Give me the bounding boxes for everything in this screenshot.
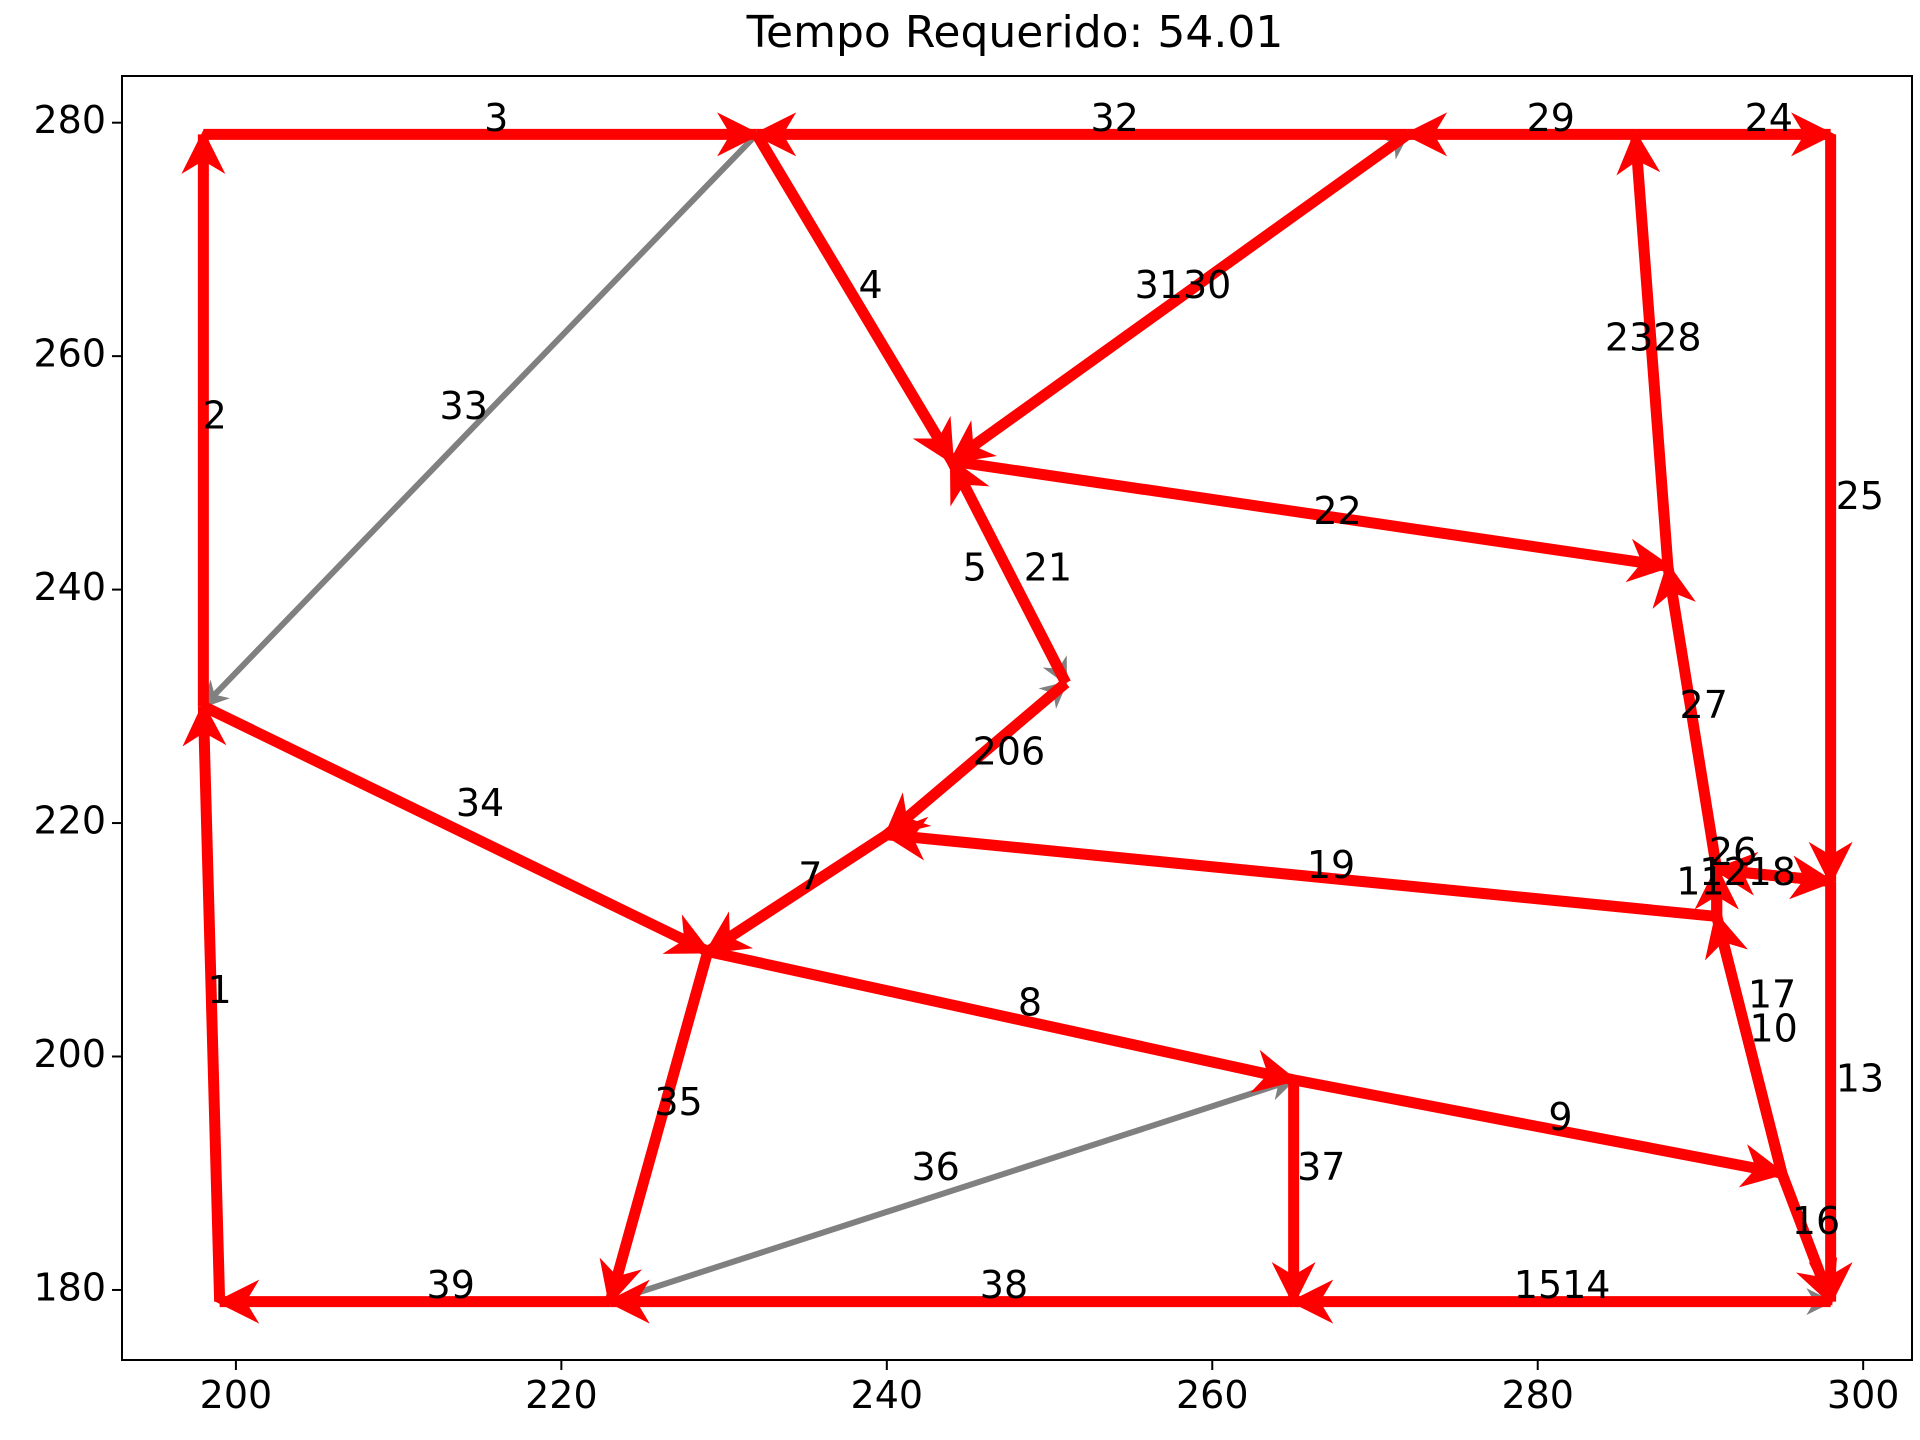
x-tick-label-280: 280 [1501, 1373, 1574, 1417]
y-axis: 180 200 220 240 260 280 [33, 98, 122, 1309]
edge-label-17: 17 [1748, 972, 1796, 1016]
edge-label-2: 2 [203, 394, 227, 438]
plot-frame [121, 75, 1913, 1361]
edge-4 [751, 131, 957, 465]
y-tick-label-220: 220 [33, 799, 106, 843]
edge-label-8: 8 [1018, 981, 1042, 1025]
edge-8 [706, 946, 1298, 1093]
edge-label-22: 22 [1313, 489, 1361, 533]
edge-28 [1616, 129, 1674, 567]
edge-36 [609, 1074, 1297, 1305]
edge-34 [200, 701, 712, 957]
edge-22 [951, 455, 1673, 583]
edge-27 [1652, 561, 1723, 871]
x-tick-label-200: 200 [200, 1373, 273, 1417]
edge-label-27: 27 [1680, 683, 1728, 727]
edge-9 [1292, 1074, 1787, 1188]
edge-label-39: 39 [427, 1263, 475, 1307]
edge-label-35: 35 [654, 1080, 702, 1124]
edge-label-26: 26 [1709, 830, 1757, 874]
edge-label-4: 4 [858, 263, 882, 307]
edge-label-21: 21 [1024, 545, 1072, 589]
edge-label-206: 206 [973, 730, 1046, 774]
edge-17 [1705, 912, 1788, 1175]
edge-16 [1776, 1171, 1838, 1306]
edge-label-25: 25 [1836, 474, 1884, 518]
edge-label-1: 1 [208, 968, 232, 1012]
edge-label-1514: 1514 [1514, 1263, 1611, 1307]
edge-label-9: 9 [1548, 1095, 1572, 1139]
y-tick-label-200: 200 [33, 1032, 106, 1076]
y-tick-label-180: 180 [33, 1265, 106, 1309]
edge-labels-layer: 1234520678910111218131514161719212223282… [203, 96, 1884, 1307]
edges-red-layer [181, 112, 1853, 1324]
edge-label-11: 11 [1676, 859, 1724, 903]
y-tick-label-280: 280 [33, 98, 106, 142]
edge-33 [201, 132, 759, 709]
edge-35 [599, 949, 714, 1306]
edge-label-2328: 2328 [1605, 315, 1702, 359]
edge-1 [182, 701, 227, 1302]
edge-7 [704, 830, 890, 957]
x-tick-label-300: 300 [1827, 1373, 1900, 1417]
y-tick-label-260: 260 [33, 332, 106, 376]
edge-19 [882, 816, 1718, 922]
x-tick-label-260: 260 [1176, 1373, 1249, 1417]
edge-label-13: 13 [1836, 1057, 1884, 1101]
x-tick-label-220: 220 [525, 1373, 598, 1417]
x-axis: 200 220 240 260 280 300 [200, 1360, 1900, 1417]
x-tick-label-240: 240 [851, 1373, 924, 1417]
edge-label-3: 3 [484, 96, 508, 140]
edge-label-19: 19 [1307, 843, 1355, 887]
edge-label-16: 16 [1792, 1199, 1840, 1243]
edge-label-24: 24 [1745, 96, 1793, 140]
edge-label-34: 34 [456, 781, 504, 825]
edge-label-5: 5 [963, 545, 987, 589]
edge-label-7: 7 [798, 855, 822, 899]
edge-label-36: 36 [911, 1145, 959, 1189]
edge-5 [947, 457, 1071, 686]
edge-30 [948, 129, 1411, 466]
edge-label-29: 29 [1527, 96, 1575, 140]
edge-label-37: 37 [1297, 1145, 1345, 1189]
y-tick-label-240: 240 [33, 565, 106, 609]
edge-26 [1712, 851, 1832, 896]
edge-label-32: 32 [1090, 96, 1138, 140]
edge-label-33: 33 [440, 384, 488, 428]
edge-label-1218: 1218 [1699, 850, 1796, 894]
edge-label-38: 38 [980, 1263, 1028, 1307]
edge-6 [883, 678, 1070, 839]
edge-label-3130: 3130 [1135, 263, 1232, 307]
edge-label-10: 10 [1750, 1006, 1798, 1050]
chart-title: Tempo Requerido: 54.01 [746, 7, 1284, 58]
